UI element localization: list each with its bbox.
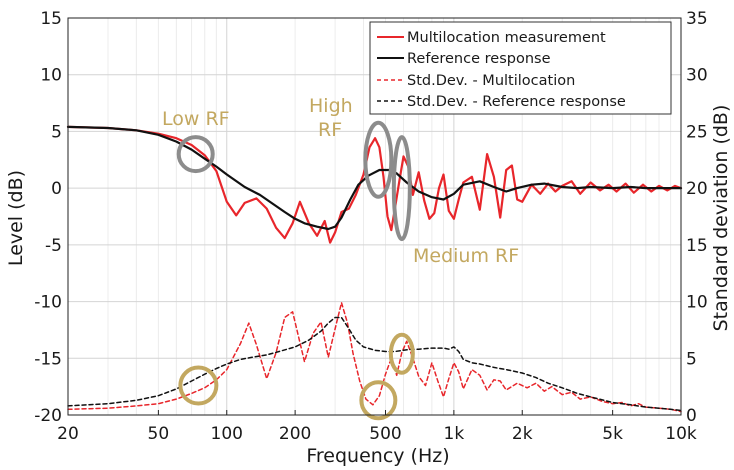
legend-label-multilocation: Multilocation measurement: [407, 30, 606, 46]
legend-label-std-multilocation: Std.Dev. - Multilocation: [407, 73, 575, 89]
y-tick-label-right: 30: [686, 66, 708, 86]
highlight-marker: [176, 135, 215, 174]
highlight-markers: [176, 120, 415, 421]
series-line-reference-response: [66, 125, 683, 231]
x-tick-label: 500: [369, 424, 401, 444]
y-tick-label-right: 15: [686, 236, 708, 256]
series-lines: [66, 125, 683, 413]
legend-label-std-reference: Std.Dev. - Reference response: [407, 94, 626, 110]
y-axis-left-label: Level (dB): [5, 170, 27, 266]
legend-box: [369, 21, 672, 115]
x-tick-label: 2k: [512, 424, 533, 444]
y-tick-label-right: 35: [686, 9, 708, 29]
annotation-high: High: [309, 95, 353, 117]
x-tick-label: 100: [211, 424, 243, 444]
y-tick-label-left: -5: [45, 236, 62, 256]
series-line-multilocation-measurement: [66, 125, 683, 244]
x-tick-label: 20: [57, 424, 79, 444]
y-tick-label-left: -20: [34, 406, 62, 426]
annotation-rf: RF: [318, 119, 342, 141]
tick-labels: 20 50 100 200 500 1k 2k 5k 10k151050-5-10-15-203…: [34, 9, 707, 444]
x-axis-label: Frequency (Hz): [306, 445, 449, 467]
x-tick-label: 200: [279, 424, 311, 444]
x-tick-label: 50: [148, 424, 170, 444]
y-tick-label-left: 5: [51, 122, 62, 142]
y-tick-label-right: 5: [686, 349, 697, 369]
highlight-marker: [388, 332, 415, 375]
y-tick-label-right: 0: [686, 406, 697, 426]
legend: Multilocation measurement Reference resp…: [369, 21, 672, 115]
legend-label-reference: Reference response: [407, 51, 551, 67]
highlight-marker: [391, 135, 412, 242]
highlight-marker: [359, 380, 398, 421]
y-tick-label-left: -10: [34, 293, 62, 313]
y-axis-right-label: Standard deviation (dB): [710, 105, 732, 332]
highlight-marker: [178, 365, 219, 406]
y-tick-label-right: 10: [686, 293, 708, 313]
highlight-marker: [363, 120, 394, 199]
y-tick-label-right: 20: [686, 179, 708, 199]
x-tick-label: 5k: [602, 424, 623, 444]
series-line-std-dev-reference-response: [67, 316, 682, 412]
y-tick-label-left: 10: [40, 66, 62, 86]
y-tick-label-right: 25: [686, 122, 708, 142]
x-tick-label: 10k: [665, 424, 697, 444]
plot-frame: [67, 17, 682, 416]
y-tick-label-left: 0: [51, 179, 62, 199]
annotation-medium-rf: Medium RF: [413, 245, 519, 267]
y-tick-label-left: -15: [34, 349, 62, 369]
x-tick-label: 1k: [444, 424, 465, 444]
annotation-low-rf: Low RF: [162, 108, 230, 130]
y-tick-label-left: 15: [40, 9, 62, 29]
